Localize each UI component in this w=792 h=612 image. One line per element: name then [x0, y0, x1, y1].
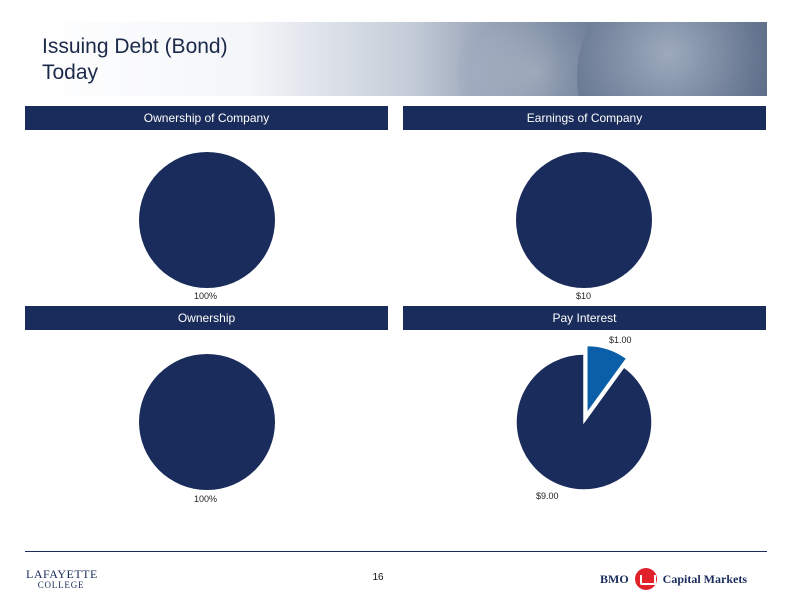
title-line-2: Today — [42, 61, 99, 84]
pie-slice — [139, 354, 275, 490]
header-banner: Issuing Debt (Bond) Today — [25, 22, 767, 96]
pie-label-interest: $1.00 — [609, 335, 632, 345]
section-title: Pay Interest — [552, 311, 617, 325]
section-title: Earnings of Company — [526, 111, 643, 125]
pie-chart-ownership — [139, 354, 275, 490]
logo-text-line-1: LAFAYETTE — [26, 567, 98, 581]
pie-label-earnings-of-company: $10 — [576, 291, 592, 301]
capital-markets-text: Capital Markets — [662, 571, 747, 586]
pie-label-ownership: 100% — [194, 494, 218, 504]
bmo-capital-markets-logo: BMO Capital Markets — [600, 568, 747, 590]
pie-label-ownership-of-company: 100% — [194, 291, 218, 301]
page-title: Issuing Debt (Bond) Today — [42, 34, 322, 86]
pie-slice — [139, 152, 275, 288]
pie-label-remaining: $9.00 — [536, 491, 559, 501]
section-title: Ownership of Company — [143, 111, 270, 125]
globe-image — [577, 22, 767, 96]
pie-slice-0 — [586, 344, 628, 416]
logo-text-line-2: COLLEGE — [37, 580, 85, 590]
pie-slice — [516, 152, 652, 288]
bmo-text: BMO — [600, 571, 629, 586]
pie-chart-earnings-of-company — [516, 152, 652, 288]
lafayette-college-logo: LAFAYETTE COLLEGE — [26, 567, 98, 591]
page-number: 16 — [372, 572, 384, 583]
section-title: Ownership — [177, 311, 236, 325]
section-bar-earnings-of-company: Earnings of Company — [403, 106, 766, 130]
pie-slice-1 — [515, 353, 653, 491]
section-bar-ownership-of-company: Ownership of Company — [25, 106, 388, 130]
section-bar-pay-interest: Pay Interest — [403, 306, 766, 330]
pie-chart-ownership-of-company — [139, 152, 275, 288]
title-line-1: Issuing Debt (Bond) — [42, 35, 228, 58]
bmo-roundel-icon — [634, 568, 657, 590]
footer-divider — [25, 551, 767, 552]
section-bar-ownership: Ownership — [25, 306, 388, 330]
pie-chart-pay-interest — [515, 344, 653, 491]
